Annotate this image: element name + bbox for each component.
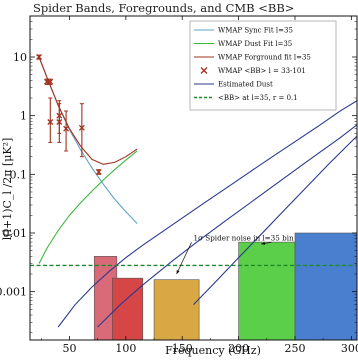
legend-box [189, 20, 337, 111]
series-line-extra-dust-a [97, 124, 357, 328]
x-axis-label: Frequency (GHz) [165, 344, 261, 357]
frequency-bands [93, 232, 357, 340]
legend-label: WMAP Forground fit l=35 [218, 54, 311, 62]
series-line-wmap-sync-fit-l-35 [38, 56, 138, 224]
y-tick-label-0-01: 0.01 [3, 227, 28, 240]
y-tick-label-0-001: 0.001 [0, 286, 27, 299]
series-line-estimated-dust [57, 100, 357, 328]
wmap-point-6 [56, 103, 63, 143]
annotation-arrow-1 [176, 242, 192, 275]
band-bar-5 [294, 232, 357, 340]
y-tick-label-0-1: 0.1 [10, 168, 28, 181]
legend: WMAP Sync Fit l=35 WMAP Dust Fit l=35 WMAP… [189, 20, 337, 111]
wmap-point-9 [95, 168, 102, 175]
series-line-wmap-dust-fit-l-35 [38, 150, 138, 264]
x-tick-label-200: 200 [228, 342, 249, 355]
legend-label: WMAP Dust Fit l=35 [218, 40, 292, 48]
legend-entry-1: WMAP Sync Fit l=35 [194, 27, 293, 35]
legend-label: Estimated Dust [218, 81, 273, 89]
wmap-point-8 [78, 103, 85, 158]
x-tick-label-250: 250 [284, 342, 305, 355]
y-tick-label-10: 10 [13, 51, 27, 64]
plot-frame [29, 15, 358, 341]
x-tick-label-300: 300 [341, 342, 358, 355]
wmap-point-7 [63, 110, 70, 152]
wmap-points [36, 54, 102, 175]
y-axis-label: l(l+1)C_l /2π [μK²] [1, 138, 14, 241]
wmap-point-3 [47, 78, 54, 85]
annotation: 1σ Spider noise in l=35 bin [176, 233, 295, 275]
legend-label: WMAP <BB> l = 33-101 [218, 67, 306, 75]
x-tick-label-150: 150 [172, 342, 193, 355]
annotation-text: 1σ Spider noise in l=35 bin [194, 233, 295, 242]
x-tick-label-50: 50 [62, 342, 76, 355]
wmap-point-1 [36, 54, 42, 60]
series-lines [38, 56, 357, 328]
annotation-arrow-2 [261, 241, 272, 245]
legend-entry-5: Estimated Dust [194, 81, 273, 89]
wmap-point-4 [47, 97, 54, 143]
legend-entry-3: WMAP Forground fit l=35 [194, 54, 311, 62]
legend-entry-6: <BB> at l=35, r = 0.1 [194, 94, 298, 102]
chart-title: Spider Bands, Foregrounds, and CMB <BB> [33, 1, 294, 15]
legend-label: <BB> at l=35, r = 0.1 [218, 94, 298, 102]
x-tick-label-100: 100 [115, 342, 136, 355]
y-tick-label-1: 1 [20, 110, 27, 123]
legend-label: WMAP Sync Fit l=35 [218, 27, 293, 35]
axes: 50 100 150 200 250 300 0.001 0.01 0.1 1 10 [0, 15, 358, 355]
band-bar-3 [153, 279, 200, 340]
series-line-wmap-forground-fit-l-35 [38, 56, 138, 165]
series-line-extra-dust-b [193, 135, 357, 306]
legend-entry-2: WMAP Dust Fit l=35 [194, 40, 292, 48]
band-bar-4 [238, 241, 296, 340]
legend-entry-4: WMAP <BB> l = 33-101 [200, 67, 306, 75]
band-bar-2 [112, 277, 144, 340]
